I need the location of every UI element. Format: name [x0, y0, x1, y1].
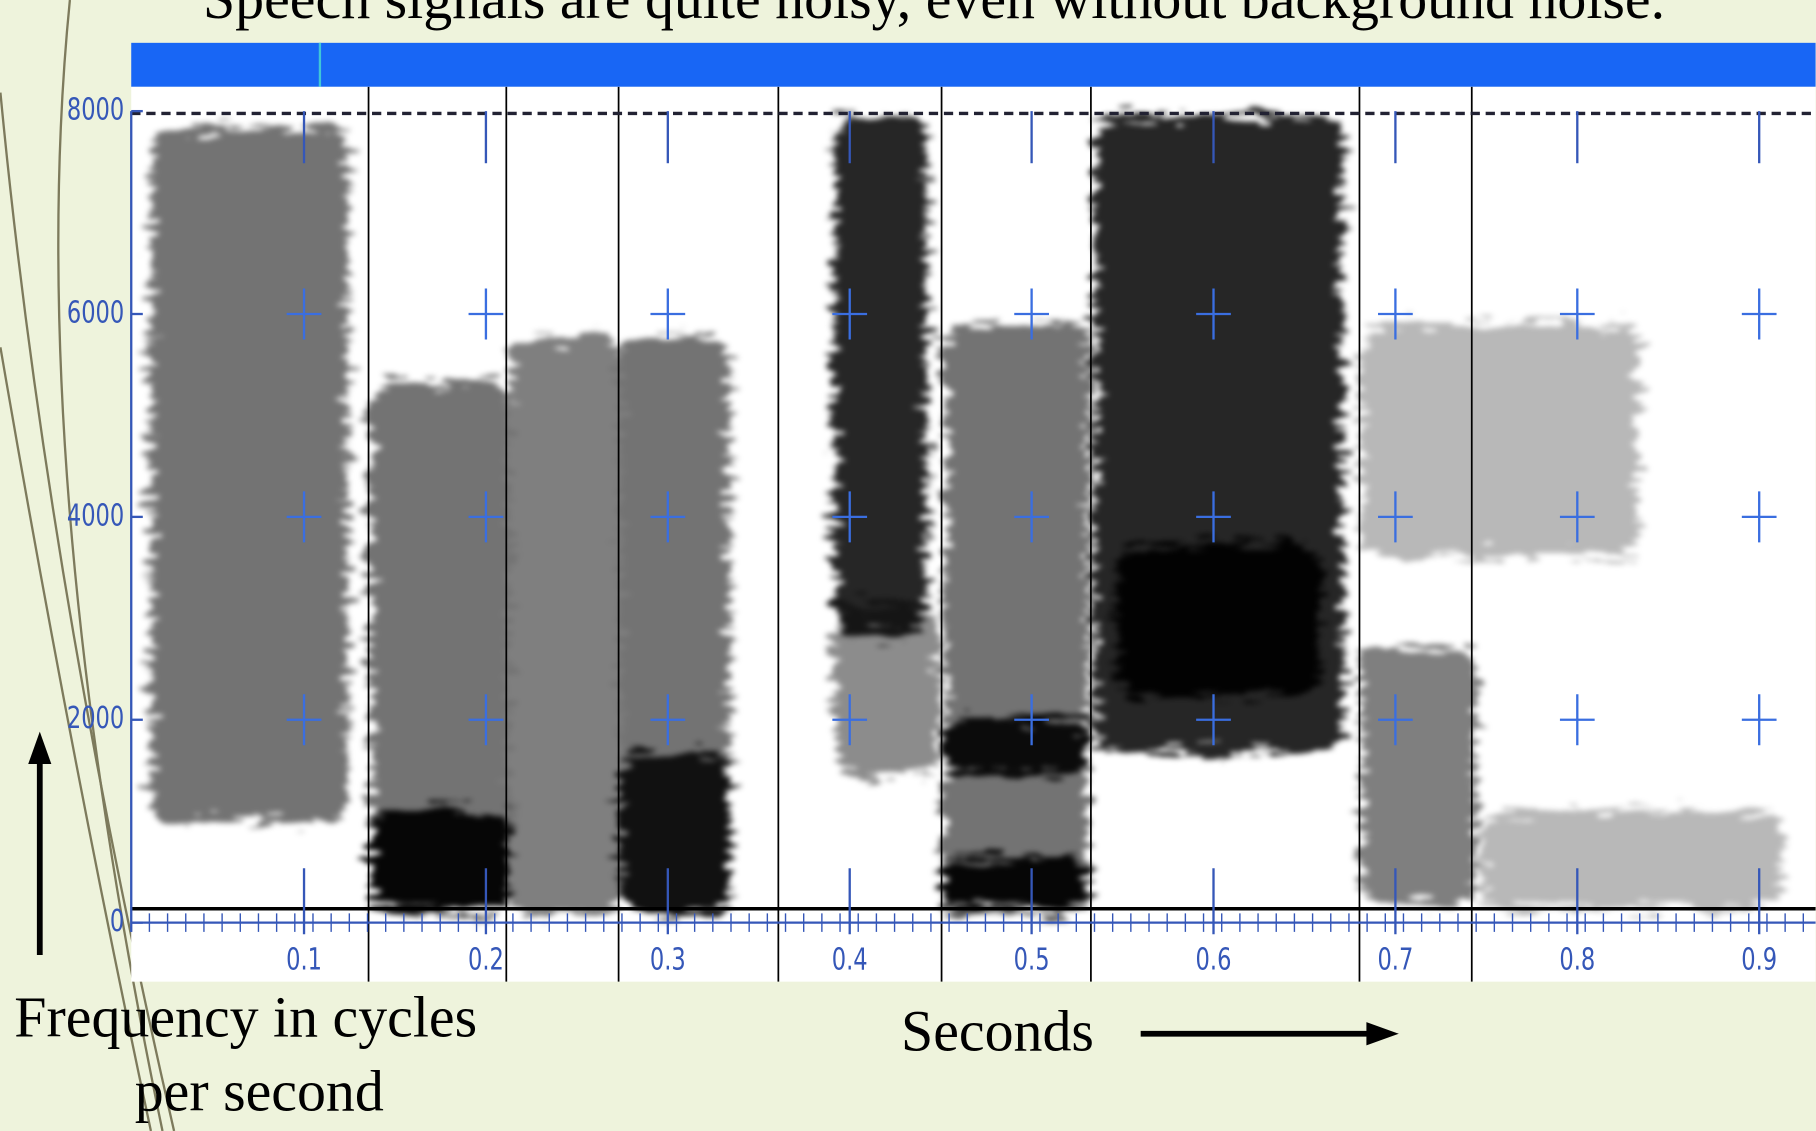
energy-region — [943, 717, 1089, 776]
x-tick-label: 0.4 — [832, 942, 868, 977]
grid-cross — [832, 694, 868, 746]
grid-cross — [1014, 288, 1049, 340]
x-axis-label: Seconds — [901, 999, 1094, 1064]
grid-cross — [286, 694, 322, 746]
spectrogram-energy — [150, 115, 1784, 915]
y-tick-label: 2000 — [67, 701, 124, 736]
x-tick-label: 0.5 — [1014, 942, 1050, 977]
y-tick-label: 6000 — [67, 295, 124, 330]
grid-cross — [286, 288, 322, 340]
grid-cross — [1559, 491, 1595, 543]
grid-cross — [1741, 288, 1777, 340]
grid-cross — [468, 288, 504, 340]
x-tick-label: 0.7 — [1377, 942, 1413, 977]
grid-cross — [650, 694, 686, 746]
x-tick-label: 0.2 — [468, 942, 504, 977]
grid-cross — [468, 491, 504, 543]
y-tick-label: 8000 — [67, 92, 124, 127]
grid-cross — [832, 491, 868, 543]
energy-region — [943, 856, 1089, 909]
energy-region — [1482, 810, 1784, 909]
y-axis-label: Frequency in cycles — [14, 985, 477, 1050]
grid-cross — [1378, 288, 1413, 340]
top-bar — [131, 42, 1816, 87]
energy-region — [1360, 324, 1639, 556]
x-tick-label: 0.9 — [1741, 942, 1777, 977]
energy-region — [833, 601, 939, 776]
grid-cross — [1559, 694, 1595, 746]
y-tick-label: 4000 — [67, 498, 124, 533]
grid-cross — [650, 288, 686, 340]
energy-region — [943, 324, 1089, 915]
x-tick-label: 0.6 — [1196, 942, 1232, 977]
grid-cross — [832, 288, 868, 340]
x-tick-label: 0.3 — [650, 942, 686, 977]
grid-cross — [1196, 491, 1231, 543]
y-tick-label: 0 — [110, 904, 124, 939]
energy-region — [370, 810, 510, 909]
energy-region — [150, 127, 348, 822]
x-arrow-head — [1366, 1022, 1399, 1046]
grid-cross — [1196, 288, 1231, 340]
grid-cross — [1741, 491, 1777, 543]
energy-region — [619, 752, 730, 915]
grid-cross — [1378, 491, 1413, 543]
x-tick-label: 0.1 — [286, 942, 322, 977]
y-axis-label: per second — [135, 1059, 384, 1124]
axes: 0 2000 4000 6000 8000 0.1 0.2 0.3 0.4 0.5 0.6 0.7 0.… — [67, 86, 1816, 982]
grid-cross — [1014, 694, 1049, 746]
grid-cross — [1196, 694, 1231, 746]
x-tick-label: 0.8 — [1559, 942, 1595, 977]
grid-cross — [468, 694, 504, 746]
y-arrow-head — [28, 731, 52, 765]
grid-cross — [650, 491, 686, 543]
energy-region — [1117, 544, 1321, 695]
grid-cross — [1378, 694, 1413, 746]
grid-cross — [1014, 491, 1049, 543]
grid-cross — [1741, 694, 1777, 746]
slide-title: Speech signals are quite noisy, even wit… — [203, 0, 1665, 31]
grid-cross — [286, 491, 322, 543]
energy-region — [370, 382, 510, 915]
energy-region — [1360, 648, 1477, 903]
energy-region — [833, 115, 927, 637]
grid-cross — [1559, 288, 1595, 340]
energy-region — [509, 335, 620, 915]
